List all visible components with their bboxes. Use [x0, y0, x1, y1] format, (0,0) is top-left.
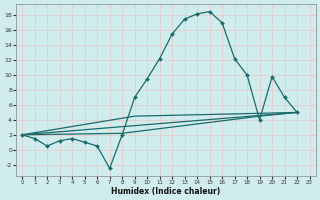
X-axis label: Humidex (Indice chaleur): Humidex (Indice chaleur): [111, 187, 220, 196]
